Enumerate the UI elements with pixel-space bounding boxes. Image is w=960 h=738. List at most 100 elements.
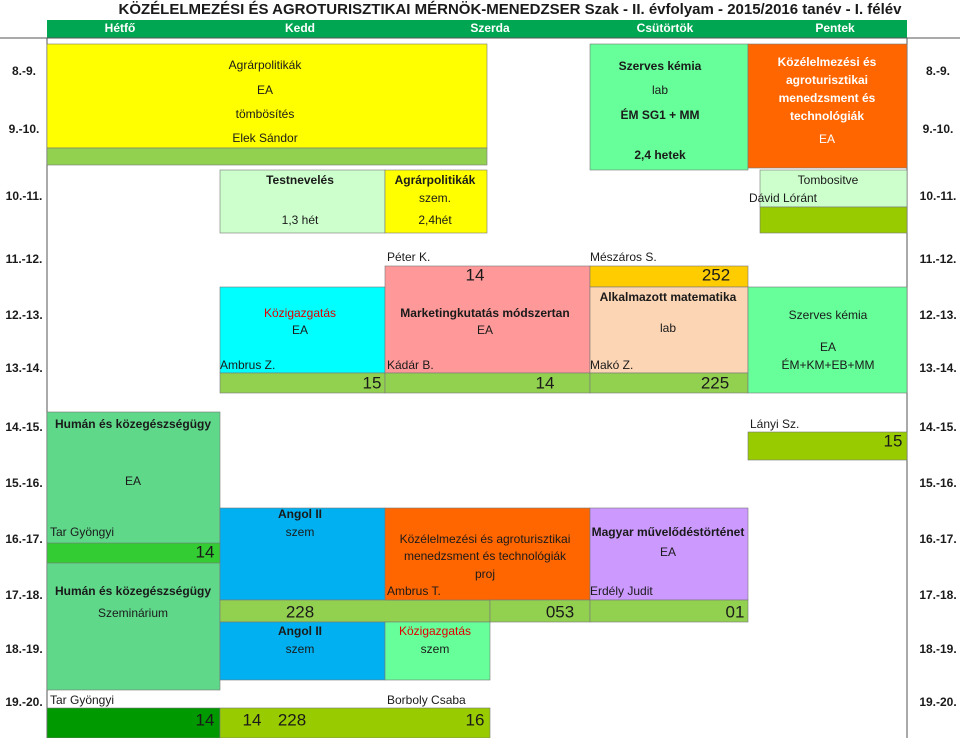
day-label: Csütörtök (637, 21, 694, 35)
day-label: Kedd (285, 21, 315, 35)
time-slot-right: 19.-20. (919, 695, 956, 709)
course-text: EA (125, 474, 141, 488)
course-text: 2,4hét (418, 213, 452, 227)
course-block (219, 286, 386, 374)
course-text: EA (660, 545, 676, 559)
course-text: Erdély Judit (590, 584, 653, 598)
course-text: Makó Z. (590, 358, 633, 372)
course-block (384, 372, 591, 394)
course-block (589, 286, 749, 374)
course-text: tömbösítés (236, 107, 295, 121)
course-text: 15 (884, 431, 903, 450)
course-text: 252 (702, 265, 730, 284)
day-label: Hétfő (105, 21, 136, 35)
time-slot-right: 18.-19. (919, 642, 956, 656)
course-block (219, 621, 386, 681)
course-text: 14 (196, 710, 215, 729)
time-slot-right: 17.-18. (919, 588, 956, 602)
course-text: Tar Gyöngyi (50, 525, 114, 539)
course-text: 15 (363, 373, 382, 392)
time-slot-right: 12.-13. (919, 308, 956, 322)
course-block (589, 507, 749, 601)
course-text: 1,3 hét (282, 213, 319, 227)
day-label: Pentek (815, 21, 855, 35)
time-slot-right: 14.-15. (919, 420, 956, 434)
course-text: 14 (536, 373, 555, 392)
course-block (747, 286, 908, 394)
time-slot-right: 11.-12. (920, 252, 957, 266)
course-text: 14 (466, 265, 485, 284)
course-text: technológiák (790, 109, 864, 123)
course-text: Angol II (278, 507, 322, 521)
course-text: Agrárpolitikák (229, 58, 303, 72)
course-block (489, 599, 591, 623)
course-text: Humán és közegészségügy (55, 584, 211, 598)
course-text: 228 (278, 710, 306, 729)
course-text: Tombositve (798, 173, 859, 187)
course-block (219, 372, 386, 394)
course-block (219, 707, 491, 738)
course-text: 16 (466, 710, 485, 729)
course-text: szem (286, 525, 315, 539)
time-slot-right: 10.-11. (920, 189, 957, 203)
course-text: EA (477, 323, 493, 337)
course-text: Magyar művelődéstörténet (592, 525, 745, 539)
course-text: Közélelmezési és (778, 55, 877, 69)
course-text: menedzsment és (779, 91, 876, 105)
course-text: Közélelmezési és agroturisztikai (400, 532, 571, 546)
time-slot-right: 16.-17. (919, 532, 956, 546)
time-slot-left: 16.-17. (5, 532, 42, 546)
course-text: Közigazgatás (264, 306, 336, 320)
time-slot-left: 10.-11. (6, 189, 43, 203)
course-text: 2,4 hetek (634, 148, 686, 162)
course-text: szem. (419, 191, 451, 205)
time-slot-left: 14.-15. (5, 420, 42, 434)
course-block (46, 542, 221, 564)
course-text: Agrárpolitikák (395, 173, 476, 187)
time-slot-left: 13.-14. (5, 361, 42, 375)
course-block (384, 169, 488, 234)
course-text: Lányi Sz. (750, 417, 799, 431)
course-text: 225 (701, 373, 729, 392)
time-slot-left: 8.-9. (12, 64, 36, 78)
time-slot-left: 9.-10. (9, 122, 40, 136)
course-text: Marketingkutatás módszertan (400, 306, 569, 320)
course-text: Alkalmazott matematika (600, 290, 737, 304)
course-text: Szerves kémia (789, 308, 868, 322)
header-bar (47, 20, 907, 38)
course-text: agroturisztikai (786, 73, 868, 87)
time-slot-right: 13.-14. (919, 361, 956, 375)
course-text: Szerves kémia (619, 59, 702, 73)
course-text: EA (819, 132, 835, 146)
time-slot-left: 12.-13. (5, 308, 42, 322)
course-text: Péter K. (387, 250, 430, 264)
time-slot-left: 17.-18. (5, 588, 42, 602)
course-text: EA (292, 323, 308, 337)
course-text: Testnevelés (266, 173, 334, 187)
time-slot-right: 8.-9. (926, 64, 950, 78)
course-text: ÉM SG1 + MM (620, 107, 699, 122)
course-text: szem (421, 642, 450, 656)
course-block (219, 507, 386, 601)
course-block (384, 507, 591, 601)
course-block (46, 147, 488, 166)
course-text: Elek Sándor (232, 131, 297, 145)
course-block (46, 43, 488, 149)
course-text: 228 (286, 602, 314, 621)
course-text: 14 (196, 542, 215, 561)
time-slot-left: 18.-19. (5, 642, 42, 656)
course-text: szem (286, 642, 315, 656)
course-block (589, 599, 749, 623)
course-block (46, 707, 221, 738)
course-text: Humán és közegészségügy (55, 417, 211, 431)
time-slot-left: 15.-16. (5, 476, 42, 490)
course-block (384, 621, 491, 681)
course-text: Tar Gyöngyi (50, 693, 114, 707)
course-text: menedzsment és technológiák (404, 549, 567, 563)
course-text: lab (660, 321, 676, 335)
time-slot-left: 19.-20. (5, 695, 42, 709)
course-text: Ambrus T. (387, 584, 441, 598)
course-text: EA (257, 83, 273, 97)
course-text: 14 (243, 710, 262, 729)
course-text: Kádár B. (387, 358, 434, 372)
